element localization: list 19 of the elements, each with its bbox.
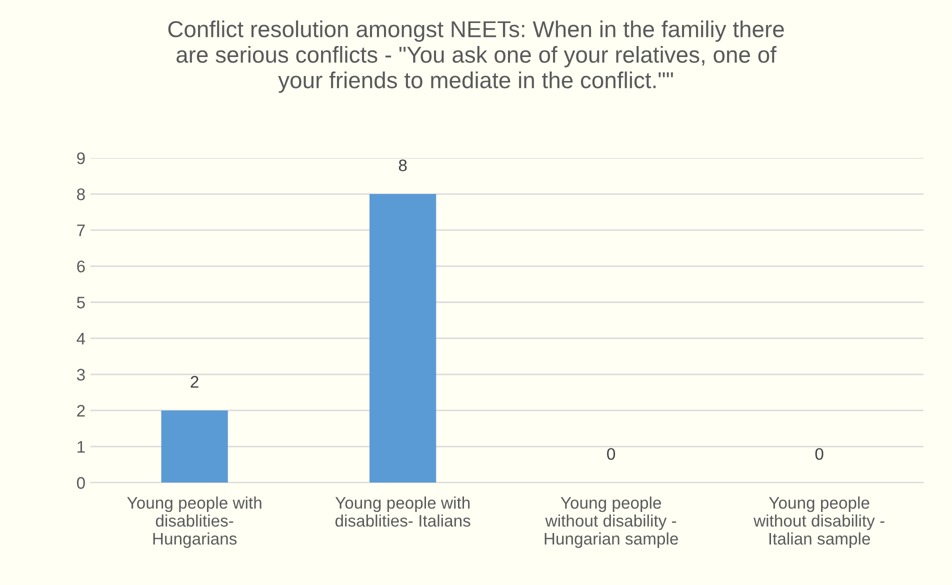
x-tick-label: Young people without disability - Italian sample — [754, 496, 884, 548]
y-tick-label: 9 — [77, 152, 85, 164]
data-label: 8 — [398, 159, 407, 172]
data-label: 0 — [607, 448, 616, 460]
y-tick-label: 3 — [76, 368, 85, 381]
data-label: 0 — [815, 448, 824, 460]
x-tick-label: Young people with disablities- Italians — [335, 496, 470, 527]
y-tick-label: 8 — [77, 188, 85, 200]
y-tick-label: 0 — [76, 477, 85, 489]
y-tick-label: 4 — [76, 332, 86, 344]
y-tick-label: 1 — [78, 441, 85, 453]
data-label: 2 — [190, 376, 198, 388]
y-tick-label: 5 — [76, 296, 85, 308]
y-tick-label: 2 — [77, 404, 85, 417]
y-tick-label: 6 — [77, 260, 85, 272]
chart-title: Conflict resolution amongst NEETs: When in the familiy there are serious conflicts - "You ask one of your relatives, one of your friends to mediate in the conflict."" — [168, 20, 784, 93]
y-tick-label: 7 — [77, 224, 85, 236]
x-tick-label: Young people with disablities- Hungarians — [127, 496, 262, 548]
x-tick-label: Young people without disability - Hungarian sample — [544, 496, 678, 548]
